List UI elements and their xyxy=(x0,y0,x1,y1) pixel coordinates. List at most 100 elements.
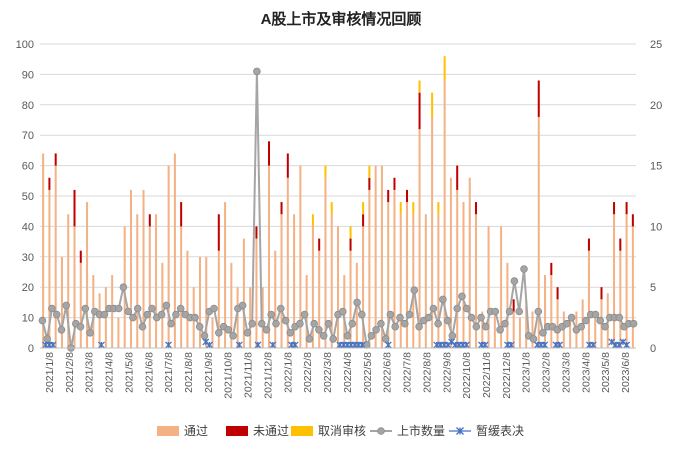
listed-count-point xyxy=(467,313,476,322)
bars-layer xyxy=(42,56,634,349)
listed-count-point xyxy=(162,301,171,310)
y-left-tick-label: 50 xyxy=(22,191,34,203)
chart-title: A股上市及审核情况回顾 xyxy=(261,10,422,28)
listed-count-point xyxy=(629,319,638,328)
bar-rejected xyxy=(148,214,151,227)
postponed-marker xyxy=(541,341,549,349)
listed-count-point xyxy=(76,322,85,331)
x-tick-label: 2022/11/8 xyxy=(481,352,493,398)
listed-count-point xyxy=(443,316,452,325)
bar-approved xyxy=(518,317,521,348)
bar-approved xyxy=(512,311,515,348)
y-left-tick-label: 20 xyxy=(22,282,34,294)
bar-rejected xyxy=(393,177,396,190)
listed-count-point xyxy=(253,67,261,76)
postponed-marker xyxy=(49,341,57,349)
listed-count-point xyxy=(396,313,404,322)
y-axis-right: 0 5 10 15 20 25 xyxy=(650,39,662,355)
postponed-marker xyxy=(507,341,515,349)
bar-approved xyxy=(274,250,277,348)
listed-count-point xyxy=(577,322,585,331)
listed-count-point xyxy=(52,310,61,319)
bar-approved xyxy=(48,189,51,348)
listed-count-point xyxy=(510,277,519,285)
legend-swatch-marker xyxy=(456,427,464,435)
x-tick-label: 2022/10/8 xyxy=(461,352,473,399)
listed-count-point xyxy=(400,319,409,328)
listed-count-point xyxy=(224,325,233,334)
listed-count-point xyxy=(458,292,466,301)
bar-approved xyxy=(249,287,252,348)
bar-cancelled xyxy=(330,202,333,215)
bar-approved xyxy=(550,275,553,348)
listed-count-point xyxy=(615,313,624,322)
bar-approved xyxy=(161,262,164,348)
listed-count-point xyxy=(172,310,180,319)
listed-count-point xyxy=(567,313,576,322)
bar-approved xyxy=(399,214,402,348)
listed-count-point xyxy=(439,295,447,304)
bar-approved xyxy=(186,250,189,348)
bar-approved xyxy=(368,189,371,348)
bar-approved xyxy=(142,189,145,348)
x-tick-label: 2023/1/8 xyxy=(521,352,533,393)
bar-cancelled xyxy=(412,202,415,215)
x-tick-label: 2021/9/8 xyxy=(203,352,215,393)
listed-count-point xyxy=(62,301,70,310)
x-tick-label: 2021/7/8 xyxy=(163,352,175,393)
x-tick-label: 2022/12/8 xyxy=(501,352,513,399)
bar-approved xyxy=(487,226,490,348)
legend-label: 取消审核 xyxy=(318,423,366,438)
y-right-tick-label: 15 xyxy=(650,161,662,173)
listed-count-point xyxy=(520,265,528,273)
bar-approved xyxy=(456,189,459,348)
bar-approved xyxy=(431,116,434,349)
bar-approved xyxy=(224,202,227,348)
bar-approved xyxy=(337,226,340,348)
y-right-tick-label: 0 xyxy=(650,343,656,355)
x-tick-label: 2022/7/8 xyxy=(402,352,414,393)
legend-label: 未通过 xyxy=(253,424,289,438)
listed-count-point xyxy=(257,319,266,328)
y-left-tick-label: 40 xyxy=(22,221,34,233)
listed-count-point xyxy=(296,319,304,328)
bar-approved xyxy=(412,214,415,348)
postponed-marker xyxy=(206,341,213,349)
listed-count-point xyxy=(138,322,147,331)
listed-count-point xyxy=(601,322,609,331)
bar-rejected xyxy=(406,189,409,203)
bar-approved xyxy=(293,214,296,348)
postponed-marker xyxy=(235,341,243,349)
listed-count-point xyxy=(338,307,347,316)
bar-rejected xyxy=(368,177,371,190)
bar-approved xyxy=(544,275,547,348)
listed-count-point xyxy=(229,331,237,340)
bar-approved xyxy=(406,202,409,348)
listed-count-point xyxy=(133,304,142,313)
legend-swatch xyxy=(226,426,248,436)
bar-approved xyxy=(173,153,176,348)
bar-cancelled xyxy=(324,165,327,178)
listed-count-point xyxy=(472,322,481,331)
listed-count-point xyxy=(429,304,438,313)
bar-approved xyxy=(299,165,302,348)
bar-approved xyxy=(619,250,622,348)
bar-rejected xyxy=(280,202,283,215)
bar-rejected xyxy=(217,214,220,251)
postponed-marker xyxy=(556,341,564,349)
x-tick-label: 2021/5/8 xyxy=(123,352,135,393)
listed-count-point xyxy=(324,319,333,328)
listed-count-point xyxy=(410,286,419,295)
listed-count-point xyxy=(310,319,319,328)
bar-cancelled xyxy=(368,165,371,178)
bar-approved xyxy=(198,256,201,348)
bar-approved xyxy=(205,256,208,348)
listed-count-point xyxy=(596,316,604,325)
bar-approved xyxy=(286,177,289,348)
x-tick-label: 2022/1/8 xyxy=(282,352,294,393)
bar-rejected xyxy=(418,92,421,130)
listed-count-point xyxy=(176,304,185,313)
bar-approved xyxy=(613,214,616,348)
bar-approved xyxy=(531,311,534,348)
bar-approved xyxy=(462,202,465,348)
